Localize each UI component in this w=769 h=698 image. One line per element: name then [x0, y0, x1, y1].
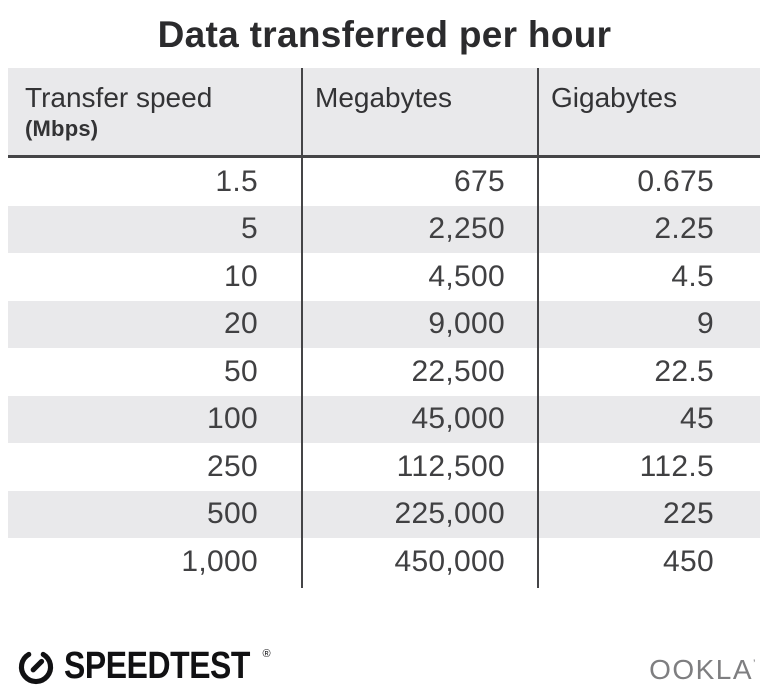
- cell-gigabytes: 112.5: [639, 449, 714, 483]
- cell-megabytes: 22,500: [411, 354, 505, 388]
- column-header-transfer-speed-label: Transfer speed: [25, 82, 213, 113]
- cell-megabytes: 2,250: [428, 212, 505, 246]
- table-body: 1.5 675 0.675 5 2,250 2.25 10 4,500 4.5 20 9,000 9 5…: [8, 158, 760, 586]
- column-header-gigabytes: Gigabytes: [551, 82, 678, 113]
- cell-transfer-speed: 1.5: [215, 164, 258, 198]
- cell-gigabytes: 0.675: [637, 164, 714, 198]
- cell-transfer-speed: 20: [224, 307, 258, 341]
- speedtest-logo: SPEEDTEST ®: [17, 645, 303, 688]
- table-row: 50 22,500 22.5: [8, 348, 760, 396]
- cell-megabytes: 225,000: [394, 497, 505, 531]
- cell-megabytes: 112,500: [396, 449, 505, 483]
- column-divider-2: [537, 68, 539, 588]
- cell-transfer-speed: 5: [241, 212, 258, 246]
- cell-megabytes: 450,000: [394, 544, 505, 578]
- cell-gigabytes: 2.25: [654, 212, 714, 246]
- column-header-megabytes: Megabytes: [315, 82, 452, 113]
- ookla-trademark-icon: ’: [753, 658, 757, 670]
- page-title: Data transferred per hour: [157, 14, 612, 55]
- column-header-mbps-unit: (Mbps): [25, 115, 99, 141]
- cell-transfer-speed: 10: [224, 259, 258, 293]
- cell-megabytes: 4,500: [428, 259, 505, 293]
- cell-gigabytes: 225: [663, 497, 714, 531]
- column-divider-1: [301, 68, 303, 588]
- cell-megabytes: 675: [454, 164, 505, 198]
- table-row: 20 9,000 9: [8, 300, 760, 348]
- table-row: 10 4,500 4.5: [8, 253, 760, 301]
- table-row: 500 225,000 225: [8, 490, 760, 538]
- cell-transfer-speed: 50: [224, 354, 258, 388]
- table-row: 1,000 450,000 450: [8, 538, 760, 586]
- ookla-logo: OOKLA’: [649, 654, 757, 686]
- footer: SPEEDTEST ® OOKLA’: [0, 638, 769, 698]
- cell-transfer-speed: 100: [207, 402, 258, 436]
- cell-gigabytes: 4.5: [671, 259, 714, 293]
- cell-transfer-speed: 1,000: [181, 544, 258, 578]
- ookla-wordmark: OOKLA: [649, 654, 754, 685]
- cell-megabytes: 45,000: [411, 402, 505, 436]
- cell-megabytes: 9,000: [428, 307, 505, 341]
- speedtest-gauge-icon: [18, 651, 54, 684]
- cell-gigabytes: 450: [663, 544, 714, 578]
- cell-gigabytes: 45: [680, 402, 714, 436]
- speedtest-wordmark: SPEEDTEST: [64, 645, 251, 687]
- table-row: 5 2,250 2.25: [8, 205, 760, 253]
- cell-transfer-speed: 500: [207, 497, 258, 531]
- cell-transfer-speed: 250: [207, 449, 258, 483]
- column-header-transfer-speed: Transfer speed (Mbps): [8, 68, 302, 155]
- table-row: 1.5 675 0.675: [8, 158, 760, 206]
- cell-gigabytes: 22.5: [654, 354, 714, 388]
- table-row: 250 112,500 112.5: [8, 443, 760, 491]
- table-row: 100 45,000 45: [8, 395, 760, 443]
- table-header-row: Transfer speed (Mbps) Megabytes Gigabyte…: [8, 68, 760, 158]
- cell-gigabytes: 9: [697, 307, 714, 341]
- registered-trademark-icon: ®: [262, 647, 271, 660]
- data-table: Transfer speed (Mbps) Megabytes Gigabyte…: [8, 68, 760, 588]
